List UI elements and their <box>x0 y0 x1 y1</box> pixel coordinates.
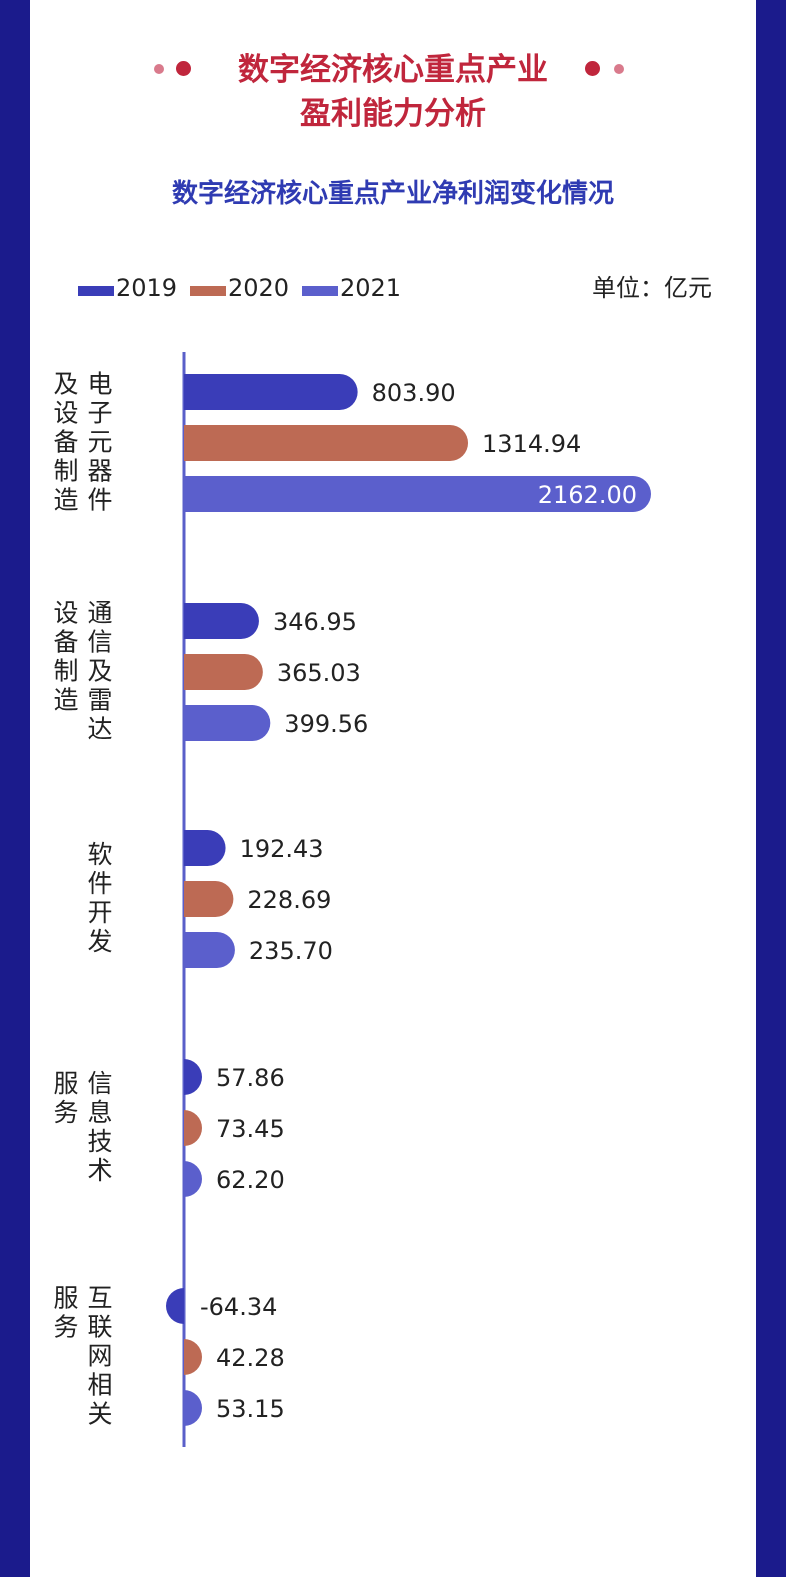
bar-value-label-4-2020: 42.28 <box>216 1344 285 1372</box>
bar-value-label-2-2021: 235.70 <box>249 937 333 965</box>
bar-4-2020 <box>184 1339 202 1375</box>
bar-0-2020 <box>184 425 469 461</box>
bar-value-label-3-2021: 62.20 <box>216 1166 285 1194</box>
bar-value-label-0-2019: 803.90 <box>372 379 456 407</box>
decor-dot-right-inner <box>585 61 600 76</box>
category-label-1-col0-char4: 达 <box>87 715 112 744</box>
bar-value-label-2-2020: 228.69 <box>247 886 331 914</box>
bar-value-label-4-2021: 53.15 <box>216 1395 285 1423</box>
bar-1-2019 <box>184 603 259 639</box>
category-label-3-col0-char3: 术 <box>87 1156 112 1185</box>
bar-1-2021 <box>184 705 271 741</box>
category-label-0-col0-char3: 器 <box>87 457 112 486</box>
category-label-0-col0-char1: 子 <box>87 399 112 428</box>
bar-4-2019 <box>166 1288 184 1324</box>
page-title-line-1: 数字经济核心重点产业 <box>238 52 548 88</box>
category-label-0-col1-char3: 制 <box>53 457 78 486</box>
bar-1-2020 <box>184 654 263 690</box>
category-label-1-col0-char0: 通 <box>87 599 112 628</box>
bar-value-label-3-2019: 57.86 <box>216 1064 285 1092</box>
category-label-0-col1-char2: 备 <box>53 428 78 457</box>
chart-title: 数字经济核心重点产业净利润变化情况 <box>171 179 614 209</box>
bar-0-2021 <box>184 476 651 512</box>
category-label-0-col0-char0: 电 <box>87 370 112 399</box>
category-label-1-col1-char3: 造 <box>53 686 78 715</box>
category-label-1-col0-char1: 信 <box>87 628 112 657</box>
category-label-1-col1-char1: 备 <box>53 628 78 657</box>
bar-4-2021 <box>184 1390 202 1426</box>
bar-value-label-1-2019: 346.95 <box>273 608 357 636</box>
bar-3-2021 <box>184 1161 202 1197</box>
infographic-panel: 数字经济核心重点产业 盈利能力分析 数字经济核心重点产业净利润变化情况 2019… <box>30 0 756 1577</box>
category-label-4-col1-char1: 务 <box>53 1313 78 1342</box>
bar-value-label-4-2019: -64.34 <box>200 1293 277 1321</box>
decor-dot-left-outer <box>154 64 164 74</box>
category-label-1-col1-char2: 制 <box>53 657 78 686</box>
bar-value-label-1-2020: 365.03 <box>277 659 361 687</box>
category-label-0-col1-char0: 及 <box>53 370 78 399</box>
category-label-4-col1-char0: 服 <box>53 1284 78 1313</box>
legend-label-2020: 2020 <box>228 274 290 302</box>
category-label-3-col0-char1: 息 <box>87 1098 112 1127</box>
legend-swatch-2021 <box>302 286 338 296</box>
page-title-line-2: 盈利能力分析 <box>300 96 486 132</box>
category-label-4-col0-char3: 相 <box>87 1371 112 1400</box>
legend-label-2021: 2021 <box>340 274 402 302</box>
bar-2-2020 <box>184 881 234 917</box>
decor-dot-right-outer <box>614 64 624 74</box>
bar-chart: 803.901314.942162.00电子元器件及设备制造346.95365.… <box>53 352 651 1447</box>
category-label-0-col0-char4: 件 <box>87 486 112 515</box>
category-label-4-col0-char1: 联 <box>87 1313 112 1342</box>
bar-3-2019 <box>184 1059 202 1095</box>
category-label-3-col1-char0: 服 <box>53 1069 78 1098</box>
category-label-3-col0-char2: 技 <box>87 1127 112 1156</box>
category-label-4-col0-char2: 网 <box>87 1342 112 1371</box>
category-label-2-col0-char0: 软 <box>87 840 112 869</box>
bar-value-label-3-2020: 73.45 <box>216 1115 285 1143</box>
category-label-2-col0-char2: 开 <box>87 898 112 927</box>
bar-3-2020 <box>184 1110 202 1146</box>
category-label-0-col0-char2: 元 <box>87 428 112 457</box>
category-label-0-col1-char1: 设 <box>53 399 78 428</box>
category-label-2-col0-char3: 发 <box>87 927 112 956</box>
bar-0-2019 <box>184 374 358 410</box>
unit-label: 单位：亿元 <box>592 274 712 302</box>
category-label-1-col0-char2: 及 <box>87 657 112 686</box>
category-label-1-col1-char0: 设 <box>53 599 78 628</box>
category-label-3-col0-char0: 信 <box>87 1069 112 1098</box>
legend-label-2019: 2019 <box>116 274 178 302</box>
bar-value-label-0-2020: 1314.94 <box>482 430 581 458</box>
category-label-0-col1-char4: 造 <box>53 486 78 515</box>
bar-value-label-2-2019: 192.43 <box>240 835 324 863</box>
bar-value-label-0-2021: 2162.00 <box>538 481 637 509</box>
category-label-3-col1-char1: 务 <box>53 1098 78 1127</box>
category-label-2-col0-char1: 件 <box>87 869 112 898</box>
decor-dot-left-inner <box>176 61 191 76</box>
legend-swatch-2020 <box>190 286 226 296</box>
category-label-4-col0-char4: 关 <box>87 1400 112 1429</box>
category-label-1-col0-char3: 雷 <box>87 686 112 715</box>
legend-swatch-2019 <box>78 286 114 296</box>
bar-2-2019 <box>184 830 226 866</box>
bar-2-2021 <box>184 932 235 968</box>
category-label-4-col0-char0: 互 <box>87 1284 112 1313</box>
page-title: 数字经济核心重点产业 盈利能力分析 <box>30 48 756 136</box>
bar-value-label-1-2021: 399.56 <box>284 710 368 738</box>
